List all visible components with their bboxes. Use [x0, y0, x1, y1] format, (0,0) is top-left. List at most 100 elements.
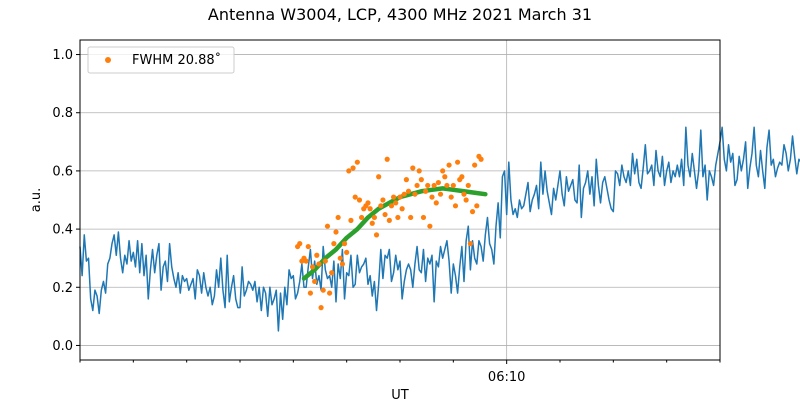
fwhm-point: [376, 174, 382, 180]
fwhm-point: [420, 214, 427, 221]
fwhm-point: [450, 182, 456, 189]
legend: FWHM 20.88˚: [87, 46, 235, 74]
y-tick-label: 1.0: [52, 48, 73, 63]
fwhm-points: [295, 153, 484, 311]
fwhm-point: [399, 206, 405, 212]
fwhm-point: [391, 194, 397, 200]
fwhm-point: [435, 179, 441, 186]
fwhm-point: [459, 174, 465, 180]
fwhm-point: [452, 203, 459, 209]
fit-line: [301, 186, 488, 281]
signal-line: [79, 126, 800, 332]
fwhm-point: [442, 174, 448, 180]
fwhm-point: [339, 261, 345, 267]
fwhm-point: [423, 188, 429, 194]
fwhm-point: [425, 182, 431, 189]
fwhm-point: [393, 200, 399, 206]
x-tick-label: 06:10: [488, 370, 525, 385]
fwhm-point: [427, 223, 433, 229]
fwhm-point: [329, 270, 335, 276]
fwhm-point: [373, 232, 380, 238]
x-axis-ticks: 06:10: [79, 360, 721, 385]
fwhm-point: [414, 182, 420, 189]
y-axis-label: a.u.: [29, 188, 44, 212]
fwhm-point: [305, 243, 311, 250]
legend-box: [87, 46, 235, 74]
fwhm-point: [322, 258, 328, 264]
plot-area: [79, 39, 721, 361]
fwhm-point: [412, 191, 418, 197]
fwhm-point: [472, 162, 478, 168]
fwhm-point: [331, 241, 337, 247]
fwhm-point: [444, 182, 450, 189]
fwhm-point: [344, 249, 350, 255]
chart-title: Antenna W3004, LCP, 4300 MHz 2021 March …: [208, 5, 592, 24]
fwhm-point: [346, 168, 352, 174]
fwhm-point: [408, 214, 414, 221]
fwhm-point: [474, 203, 480, 209]
grid-lines: [80, 40, 720, 360]
fwhm-point: [314, 252, 320, 258]
legend-marker: [105, 57, 111, 63]
fwhm-point: [467, 241, 473, 247]
fwhm-point: [440, 168, 446, 174]
fwhm-point: [384, 156, 390, 162]
fwhm-point: [359, 214, 365, 221]
fwhm-point: [429, 194, 435, 200]
fwhm-point: [365, 200, 371, 206]
fwhm-point: [478, 156, 484, 162]
fwhm-point: [333, 229, 339, 235]
fwhm-point: [405, 188, 412, 194]
fwhm-point: [327, 290, 333, 296]
fwhm-point: [431, 182, 437, 189]
fwhm-point: [446, 162, 452, 168]
fwhm-point: [318, 305, 324, 311]
fwhm-point: [380, 197, 386, 203]
fwhm-point: [312, 278, 318, 285]
fwhm-point: [369, 220, 375, 226]
fwhm-point: [386, 217, 392, 223]
fwhm-point: [397, 194, 403, 200]
y-tick-label: 0.4: [52, 223, 73, 238]
fwhm-point: [388, 203, 395, 209]
fwhm-point: [469, 209, 476, 215]
fwhm-point: [309, 264, 316, 270]
fwhm-point: [297, 241, 303, 247]
fwhm-point: [307, 290, 313, 296]
fwhm-point: [465, 182, 471, 189]
fwhm-point: [303, 258, 309, 264]
y-tick-label: 0.0: [52, 339, 73, 354]
fwhm-point: [395, 214, 401, 221]
fwhm-point: [354, 159, 360, 165]
y-axis-ticks: 0.0 0.2 0.4 0.6 0.8 1.0: [52, 48, 80, 354]
signal-series: [79, 126, 800, 332]
fwhm-point: [320, 287, 326, 293]
fwhm-point: [335, 214, 341, 221]
fwhm-point: [461, 191, 467, 197]
fwhm-point: [356, 197, 363, 203]
fwhm-point: [437, 191, 444, 197]
x-axis-label: UT: [391, 388, 409, 400]
fwhm-point: [403, 177, 409, 183]
fit-series: [301, 186, 488, 281]
fwhm-point: [416, 168, 422, 174]
fwhm-point: [433, 200, 439, 206]
fwhm-point: [378, 203, 384, 209]
fwhm-point: [352, 194, 358, 200]
y-tick-label: 0.6: [52, 164, 73, 179]
fwhm-point: [350, 165, 356, 171]
fwhm-point: [324, 223, 331, 229]
fwhm-point: [348, 217, 354, 223]
fwhm-point: [448, 194, 454, 200]
fwhm-point: [382, 211, 388, 218]
fwhm-point: [410, 165, 416, 171]
fwhm-point: [341, 241, 348, 247]
y-tick-label: 0.8: [52, 106, 73, 121]
fwhm-point: [337, 255, 343, 261]
y-tick-label: 0.2: [52, 281, 73, 296]
fwhm-point: [367, 206, 373, 212]
fwhm-point: [418, 177, 424, 183]
fwhm-point: [455, 159, 461, 165]
fwhm-point: [316, 261, 322, 267]
